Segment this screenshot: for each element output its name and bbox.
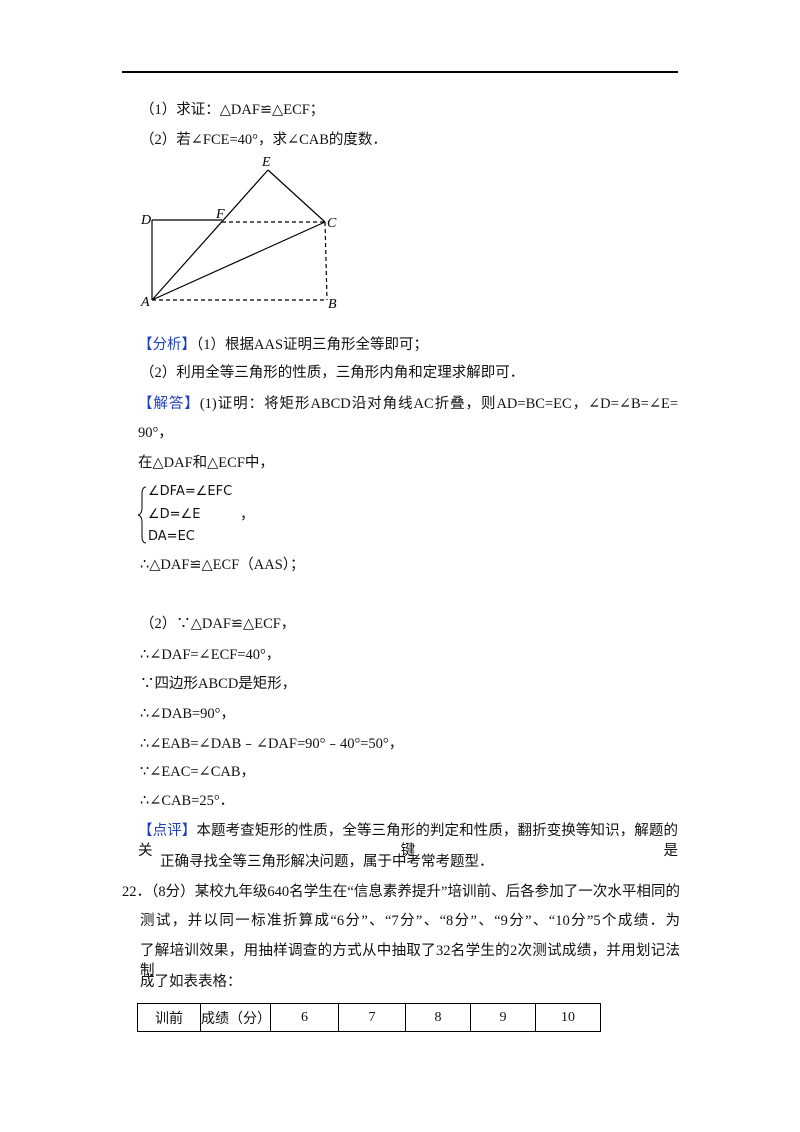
comment-line: 正确寻找全等三角形解决问题，属于中考常考题型．	[160, 854, 494, 870]
solution-line: （2）∵△DAF≌△ECF，	[140, 616, 296, 632]
system-line: DA=EC	[148, 529, 195, 544]
question-part: （1）求证：△DAF≌△ECF；	[140, 102, 325, 118]
solution-line: 在△DAF和△ECF中，	[138, 455, 274, 471]
question-line: 了解培训效果，用抽样调查的方式从中抽取了32名学生的2次测试成绩，并用划记法制	[140, 943, 680, 979]
solution-line: 90°，	[138, 425, 173, 441]
solution-line: ∵∠EAC=∠CAB，	[140, 764, 256, 780]
solution-line: ∴∠DAB=90°，	[140, 706, 235, 722]
comment: 【点评】本题考查矩形的性质，全等三角形的判定和性质，翻折变换等知识，解题的关键是	[138, 821, 678, 861]
point-label: C	[327, 216, 337, 231]
point-label: B	[328, 297, 337, 312]
cell: 8	[405, 1003, 471, 1032]
cell: 训前	[137, 1003, 201, 1032]
solution: 【解答】(1)证明：将矩形ABCD沿对角线AC折叠，则AD=BC=EC，∠D=∠…	[138, 394, 678, 414]
system-line: ∠DFA=∠EFC	[148, 484, 233, 499]
system-suffix: ，	[240, 507, 255, 523]
cell: 7	[338, 1003, 406, 1032]
question-part: （2）若∠FCE=40°，求∠CAB的度数．	[140, 132, 387, 148]
tag: 【解答】	[138, 396, 200, 412]
tag: 【分析】	[138, 337, 196, 353]
cell: 10	[535, 1003, 601, 1032]
cell: 6	[270, 1003, 339, 1032]
cell: 9	[470, 1003, 536, 1032]
system-line: ∠D=∠E	[148, 507, 201, 522]
solution-line: ∴∠EAB=∠DAB﹣∠DAF=90°﹣40°=50°，	[140, 736, 404, 752]
solution-line: ∵四边形ABCD是矩形，	[140, 676, 297, 692]
text: (1)证明：将矩形ABCD沿对角线AC折叠，则AD=BC=EC，∠D=∠B=∠E…	[199, 396, 679, 412]
cell: 成绩（分）	[200, 1003, 271, 1032]
tag: 【点评】	[138, 823, 197, 839]
point-label: E	[261, 155, 271, 170]
solution-line: ∴∠DAF=∠ECF=40°，	[140, 647, 281, 663]
point-label: A	[140, 295, 150, 310]
analysis: 【分析】（1）根据AAS证明三角形全等即可；	[138, 335, 428, 355]
analysis-line: （2）利用全等三角形的性质，三角形内角和定理求解即可．	[140, 365, 525, 381]
point-label: D	[140, 213, 151, 228]
question-line: 成了如表表格：	[140, 974, 242, 990]
top-rule	[122, 71, 678, 73]
point-label: F	[215, 207, 225, 222]
text: （1）根据AAS证明三角形全等即可；	[196, 337, 429, 353]
table-row: 训前 成绩（分） 6 7 8 9 10	[137, 1003, 601, 1032]
question-line: 测试，并以同一标准折算成“6分”、“7分”、“8分”、“9分”、“10分”5个成…	[140, 913, 680, 929]
solution-line: ∴∠CAB=25°．	[140, 793, 235, 809]
question-line: 22．（8分）某校九年级640名学生在“信息素养提升”培训前、后各参加了一次水平…	[122, 884, 680, 900]
solution-line: ∴△DAF≌△ECF（AAS）；	[140, 557, 305, 573]
text: 本题考查矩形的性质，全等三角形的判定和性质，翻折变换等知识，解题的关键是	[138, 823, 678, 859]
score-table: 训前 成绩（分） 6 7 8 9 10	[137, 1003, 601, 1032]
